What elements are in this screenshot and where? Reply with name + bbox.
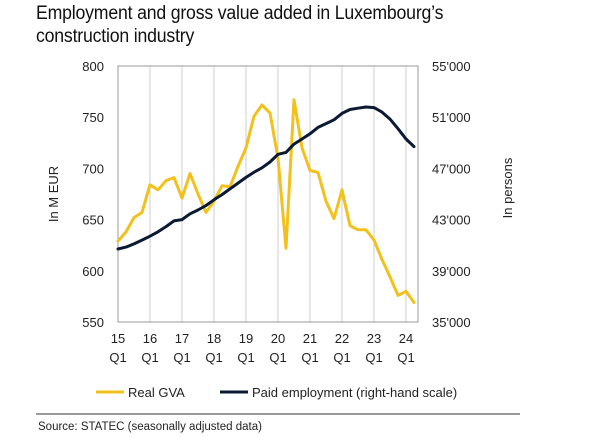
x-tick-quarter: Q1 — [333, 350, 350, 365]
right-tick-label: 39'000 — [432, 264, 471, 279]
x-tick-quarter: Q1 — [269, 350, 286, 365]
left-tick-label: 650 — [82, 213, 104, 228]
x-tick-year: 16 — [143, 331, 157, 346]
right-tick-label: 35'000 — [432, 315, 471, 330]
left-tick-label: 700 — [82, 161, 104, 176]
plot-border — [117, 65, 419, 323]
left-tick-label: 800 — [82, 59, 104, 74]
right-tick-label: 43'000 — [432, 213, 471, 228]
x-tick-year: 18 — [207, 331, 221, 346]
grid — [117, 66, 407, 322]
series-lines — [116, 98, 416, 304]
left-axis-title: In M EUR — [46, 166, 61, 222]
x-tick-quarter: Q1 — [301, 350, 318, 365]
x-tick-year: 19 — [239, 331, 253, 346]
series-line-real-gva — [116, 98, 416, 304]
x-tick-year: 23 — [367, 331, 381, 346]
x-tick-quarter: Q1 — [173, 350, 190, 365]
legend-label-real-gva: Real GVA — [128, 385, 185, 400]
x-axis-ticks: 15 Q1 16 Q1 17 Q1 18 Q1 19 Q1 20 Q1 21 Q1 22 Q1 23 Q1 24 Q1 — [109, 331, 414, 365]
source-note: Source: STATEC (seasonally adjusted data… — [38, 421, 262, 433]
legend: Real GVA Paid employment (right-hand scal… — [96, 385, 457, 400]
series-line-paid-employment — [116, 105, 416, 251]
x-tick-quarter: Q1 — [205, 350, 222, 365]
right-axis-title: In persons — [500, 157, 515, 218]
chart-title: Employment and gross value added in Luxe… — [36, 3, 444, 47]
plot-frame — [117, 65, 419, 323]
x-tick-quarter: Q1 — [237, 350, 254, 365]
left-tick-label: 600 — [82, 264, 104, 279]
right-tick-label: 51'000 — [432, 110, 471, 125]
x-tick-quarter: Q1 — [109, 350, 126, 365]
x-tick-year: 20 — [271, 331, 285, 346]
x-tick-year: 21 — [303, 331, 317, 346]
x-tick-year: 22 — [335, 331, 349, 346]
left-axis-ticks: 550 600 650 700 750 800 — [82, 59, 104, 330]
right-tick-label: 55'000 — [432, 59, 471, 74]
x-tick-quarter: Q1 — [141, 350, 158, 365]
left-tick-label: 550 — [82, 315, 104, 330]
x-tick-year: 17 — [175, 331, 189, 346]
right-tick-label: 47'000 — [432, 161, 471, 176]
left-tick-label: 750 — [82, 110, 104, 125]
right-axis-ticks: 35'000 39'000 43'000 47'000 51'000 55'000 — [432, 59, 471, 330]
x-tick-year: 24 — [399, 331, 413, 346]
x-tick-year: 15 — [111, 331, 125, 346]
legend-label-paid-employment: Paid employment (right-hand scale) — [252, 385, 457, 400]
x-tick-quarter: Q1 — [365, 350, 382, 365]
x-tick-quarter: Q1 — [397, 350, 414, 365]
